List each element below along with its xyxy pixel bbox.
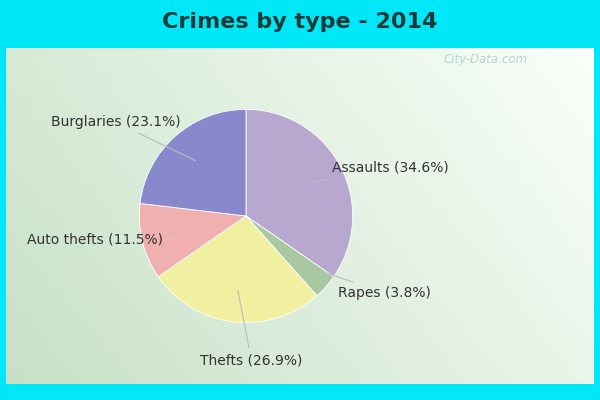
Wedge shape <box>140 109 246 216</box>
Text: Crimes by type - 2014: Crimes by type - 2014 <box>163 12 437 32</box>
Text: Rapes (3.8%): Rapes (3.8%) <box>303 265 431 300</box>
Text: City-Data.com: City-Data.com <box>444 54 528 66</box>
Text: Auto thefts (11.5%): Auto thefts (11.5%) <box>26 232 173 246</box>
Text: Assaults (34.6%): Assaults (34.6%) <box>313 161 448 182</box>
Wedge shape <box>246 216 334 296</box>
Text: Burglaries (23.1%): Burglaries (23.1%) <box>51 115 196 160</box>
Text: Thefts (26.9%): Thefts (26.9%) <box>200 291 302 367</box>
Wedge shape <box>139 204 246 277</box>
Wedge shape <box>246 109 353 277</box>
Wedge shape <box>158 216 317 323</box>
